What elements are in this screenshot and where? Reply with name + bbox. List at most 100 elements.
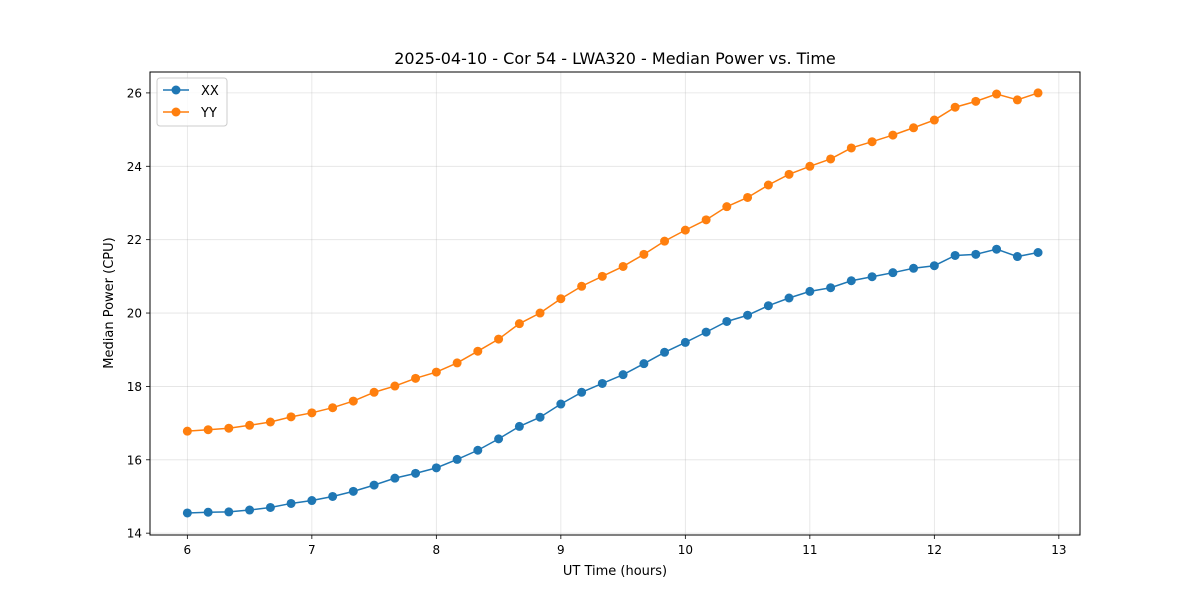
data-point-xx <box>888 268 898 278</box>
data-point-yy <box>660 236 670 246</box>
data-point-xx <box>701 327 711 337</box>
data-point-xx <box>452 454 462 464</box>
data-point-xx <box>473 445 483 455</box>
x-tick-label: 10 <box>678 543 693 557</box>
data-point-yy <box>182 426 192 436</box>
data-point-yy <box>369 387 379 397</box>
data-point-yy <box>701 215 711 225</box>
data-point-xx <box>867 272 877 282</box>
x-tick-label: 6 <box>184 543 192 557</box>
data-point-xx <box>390 473 400 483</box>
data-point-yy <box>639 249 649 259</box>
data-point-xx <box>556 399 566 409</box>
y-tick-label: 18 <box>127 380 142 394</box>
data-point-yy <box>411 373 421 383</box>
data-point-xx <box>784 293 794 303</box>
data-point-yy <box>494 334 504 344</box>
data-point-yy <box>286 412 296 422</box>
data-point-yy <box>618 261 628 271</box>
data-point-yy <box>1012 95 1022 105</box>
y-tick-label: 16 <box>127 453 142 467</box>
x-tick-label: 8 <box>433 543 441 557</box>
data-point-xx <box>763 301 773 311</box>
data-point-yy <box>867 137 877 147</box>
chart-title: 2025-04-10 - Cor 54 - LWA320 - Median Po… <box>394 49 836 68</box>
data-point-xx <box>929 261 939 271</box>
data-point-yy <box>514 319 524 329</box>
data-point-xx <box>514 421 524 431</box>
legend: XX YY <box>156 77 228 127</box>
data-point-yy <box>909 123 919 133</box>
grid <box>150 72 1080 535</box>
x-tick-label: 7 <box>308 543 316 557</box>
data-point-xx <box>597 378 607 388</box>
data-point-xx <box>639 359 649 369</box>
data-point-yy <box>846 143 856 153</box>
data-point-yy <box>328 403 338 413</box>
data-point-xx <box>950 250 960 260</box>
data-point-yy <box>203 425 213 435</box>
data-point-xx <box>743 310 753 320</box>
legend-label-yy: YY <box>200 106 217 121</box>
y-tick-label: 24 <box>127 160 142 174</box>
data-point-xx <box>535 412 545 422</box>
data-point-xx <box>224 507 234 517</box>
data-point-yy <box>452 358 462 368</box>
data-point-yy <box>307 408 317 418</box>
data-point-xx <box>680 337 690 347</box>
data-point-xx <box>660 347 670 357</box>
y-tick-label: 20 <box>127 307 142 321</box>
y-tick-label: 22 <box>127 233 142 247</box>
data-point-xx <box>411 468 421 478</box>
x-tick-label: 12 <box>927 543 942 557</box>
data-point-xx <box>1012 252 1022 262</box>
data-point-yy <box>265 417 275 427</box>
data-point-xx <box>245 505 255 515</box>
data-point-xx <box>328 491 338 501</box>
axis-ticks: 6 7 8 9 10 11 12 13 14 16 18 20 22 24 26 <box>127 86 1067 557</box>
data-point-yy <box>1033 88 1043 98</box>
data-point-xx <box>971 249 981 259</box>
x-tick-label: 9 <box>557 543 565 557</box>
y-tick-label: 14 <box>127 527 142 541</box>
x-tick-label: 13 <box>1051 543 1066 557</box>
data-point-yy <box>577 281 587 291</box>
y-tick-label: 26 <box>127 86 142 100</box>
data-point-yy <box>390 381 400 391</box>
data-point-yy <box>992 89 1002 99</box>
data-point-yy <box>722 202 732 212</box>
data-point-yy <box>680 225 690 235</box>
data-point-yy <box>805 161 815 171</box>
data-point-yy <box>743 192 753 202</box>
data-point-yy <box>784 169 794 179</box>
legend-marker-xx <box>171 85 181 95</box>
plot-frame <box>149 71 1081 536</box>
series-line-xx <box>187 248 1039 514</box>
data-point-xx <box>722 316 732 326</box>
data-point-xx <box>494 434 504 444</box>
data-point-yy <box>535 308 545 318</box>
data-point-yy <box>348 396 358 406</box>
x-axis-label: UT Time (hours) <box>563 564 667 579</box>
data-point-yy <box>597 271 607 281</box>
data-point-xx <box>182 508 192 518</box>
data-point-xx <box>203 507 213 517</box>
data-point-yy <box>888 130 898 140</box>
data-point-xx <box>992 244 1002 254</box>
data-point-yy <box>431 367 441 377</box>
data-point-xx <box>307 496 317 506</box>
y-axis-label: Median Power (CPU) <box>102 237 117 368</box>
data-point-xx <box>577 387 587 397</box>
data-point-xx <box>909 263 919 273</box>
data-point-xx <box>431 463 441 473</box>
data-point-yy <box>763 180 773 190</box>
data-point-yy <box>929 115 939 125</box>
x-tick-label: 11 <box>802 543 817 557</box>
data-point-xx <box>618 370 628 380</box>
series-line-yy <box>187 92 1039 432</box>
data-point-xx <box>348 486 358 496</box>
data-point-xx <box>826 283 836 293</box>
data-point-xx <box>265 502 275 512</box>
data-point-xx <box>286 498 296 508</box>
